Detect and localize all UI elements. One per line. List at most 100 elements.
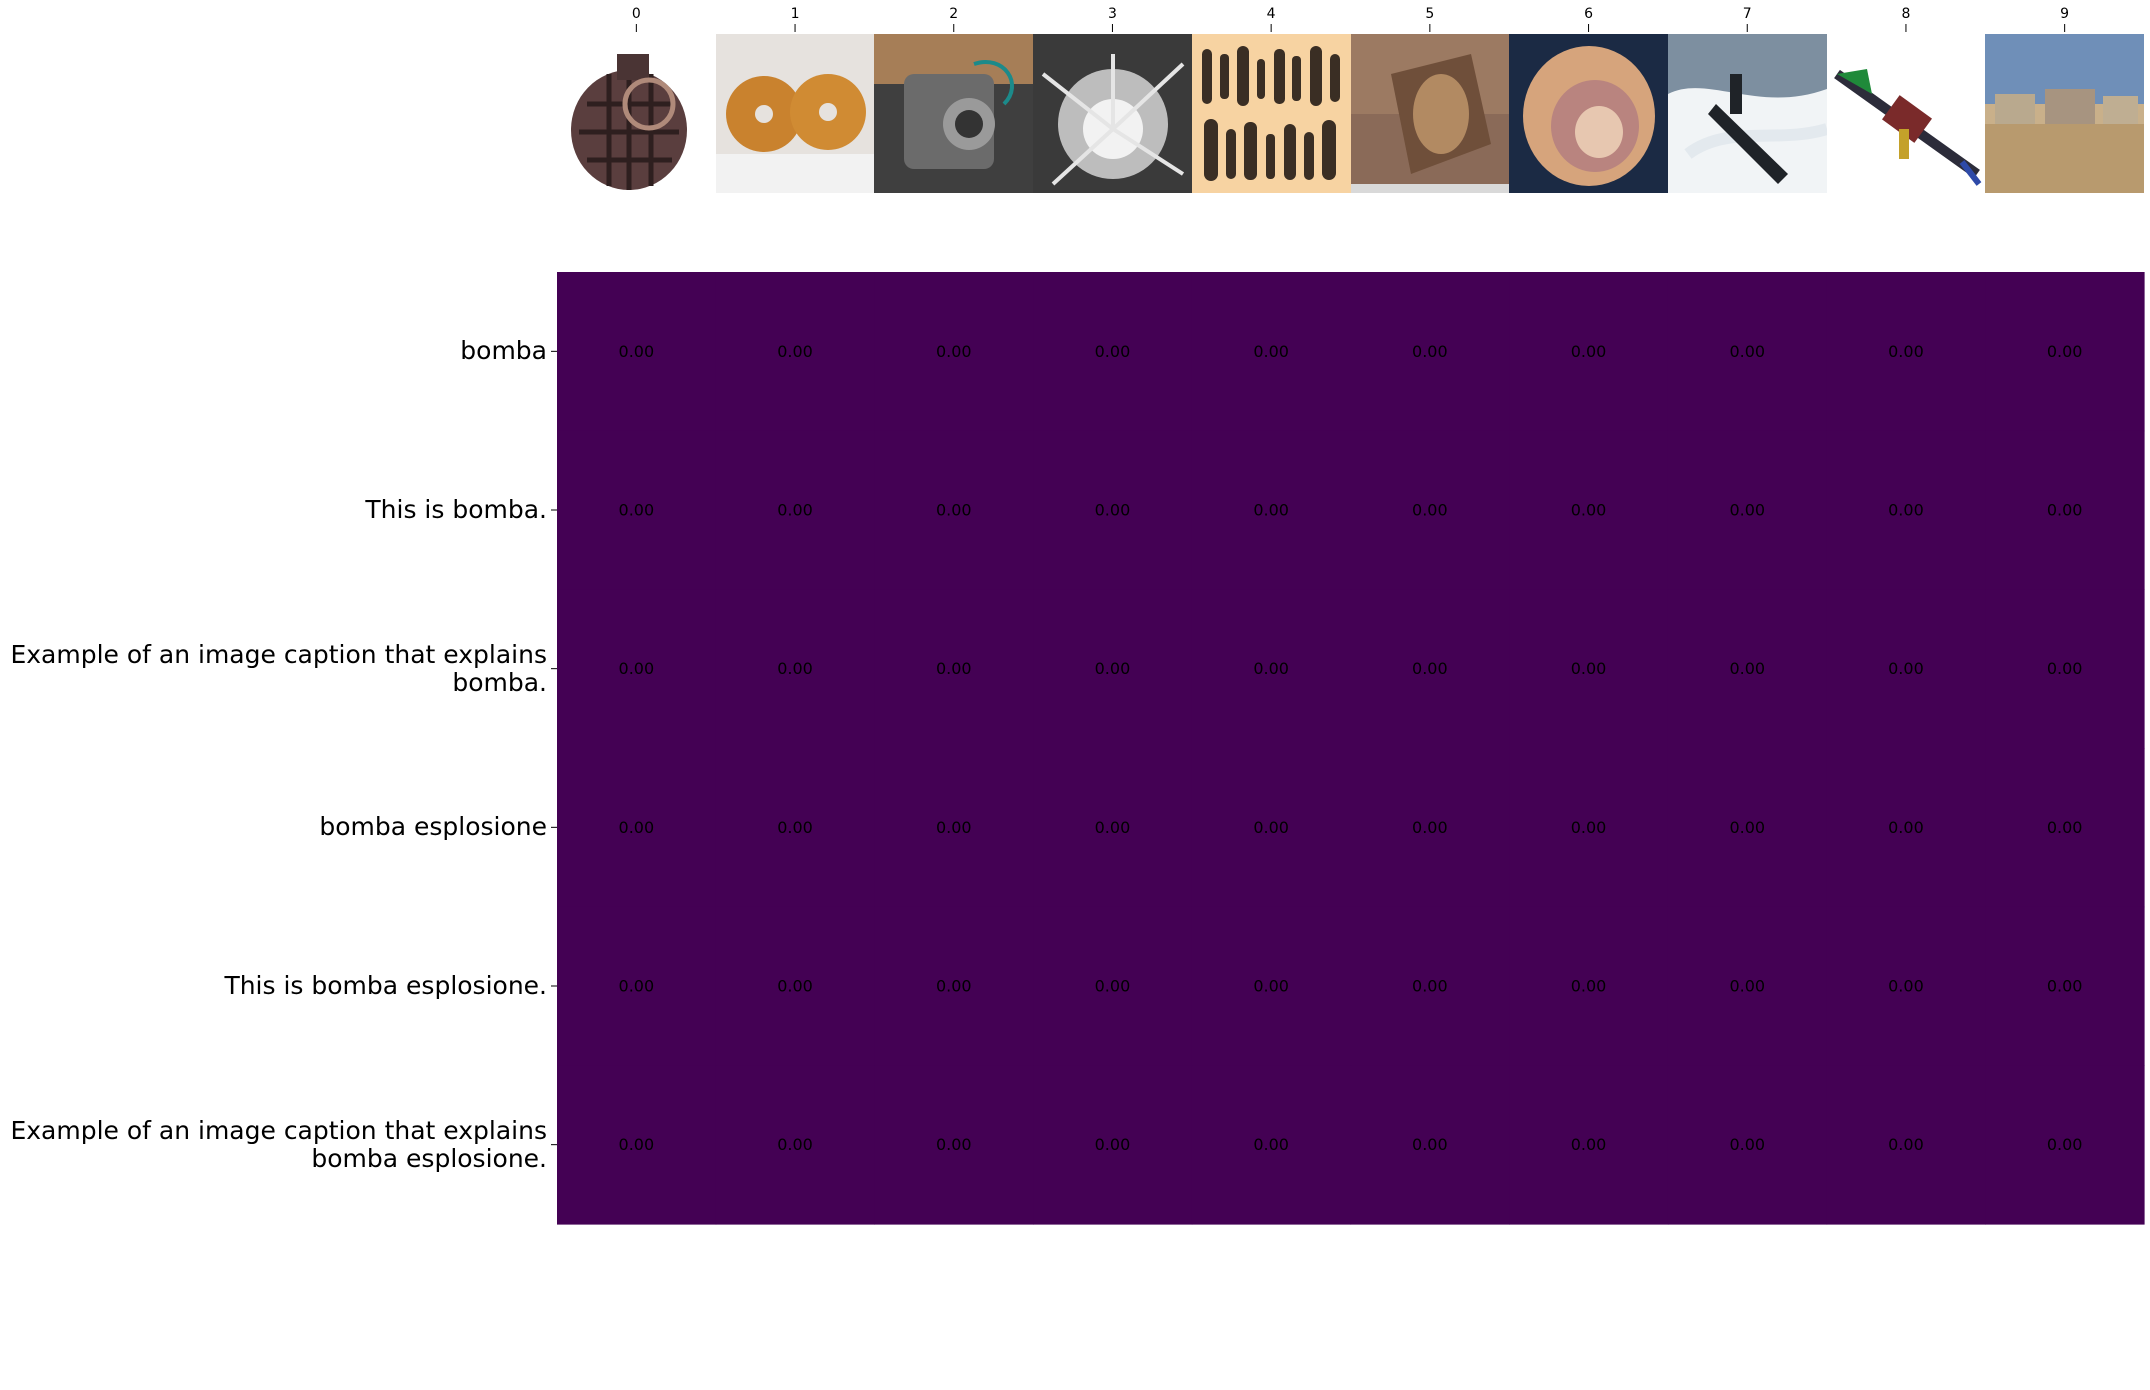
- image-thumbnail-rocket-launcher: [1826, 34, 1986, 193]
- heatmap-cell: [874, 748, 1034, 908]
- heatmap-cell: [1191, 272, 1352, 432]
- heatmap-cell: [715, 748, 875, 908]
- cell-value-label: 0.00: [936, 818, 972, 837]
- heatmap-cell: [874, 430, 1034, 590]
- heatmap-cell: [1033, 906, 1193, 1066]
- heatmap-cell: [1191, 748, 1352, 908]
- cell-value-label: 0.00: [777, 659, 813, 678]
- heatmap-cell: [1033, 748, 1193, 908]
- heatmap-cell: [715, 906, 875, 1066]
- row-label: bomba: [460, 336, 547, 366]
- heatmap-cell: [1985, 748, 2145, 908]
- cell-value-label: 0.00: [619, 659, 655, 678]
- cell-value-label: 0.00: [1571, 659, 1607, 678]
- cell-value-label: 0.00: [936, 659, 972, 678]
- image-thumbnail-explosion-burst: [1033, 34, 1193, 193]
- cell-value-label: 0.00: [1095, 501, 1131, 520]
- cell-value-label: 0.00: [936, 977, 972, 996]
- heatmap-cell: [1667, 272, 1828, 432]
- row-label: Example of an image caption that explain…: [10, 639, 547, 697]
- heatmap-cell: [1985, 589, 2145, 749]
- cell-value-label: 0.00: [619, 977, 655, 996]
- heatmap-cell: [1350, 1065, 1510, 1225]
- cell-value-label: 0.00: [936, 1135, 972, 1154]
- heatmap-cell: [1826, 748, 1986, 908]
- cell-value-label: 0.00: [777, 501, 813, 520]
- cell-value-label: 0.00: [1729, 818, 1765, 837]
- cell-value-label: 0.00: [777, 1135, 813, 1154]
- cell-value-label: 0.00: [2047, 818, 2083, 837]
- column-label: 7: [1742, 6, 1752, 22]
- cell-value-label: 0.00: [619, 342, 655, 361]
- cell-value-label: 0.00: [1412, 501, 1448, 520]
- heatmap-cell: [1509, 906, 1669, 1066]
- heatmap-cell: [1985, 430, 2145, 590]
- image-thumbnail-seashell: [1509, 34, 1669, 193]
- column-label: 3: [1107, 6, 1117, 22]
- heatmap-cell: [557, 589, 717, 749]
- cell-value-label: 0.00: [1888, 501, 1924, 520]
- column-label: 5: [1425, 6, 1435, 22]
- column-label: 8: [1901, 6, 1911, 22]
- cell-value-label: 0.00: [1253, 818, 1289, 837]
- cell-value-label: 0.00: [619, 501, 655, 520]
- cell-value-label: 0.00: [1412, 977, 1448, 996]
- heatmap-cell: [1667, 748, 1828, 908]
- heatmap-cell: [1826, 1065, 1986, 1225]
- heatmap-cell: [1985, 272, 2145, 432]
- column-label: 1: [790, 6, 800, 22]
- heatmap-cell: [1509, 748, 1669, 908]
- heatmap-cell: [557, 430, 717, 590]
- row-label: This is bomba.: [365, 495, 547, 524]
- cell-value-label: 0.00: [619, 1135, 655, 1154]
- heatmap-cell: [874, 1065, 1034, 1225]
- heatmap-cell: [1667, 906, 1828, 1066]
- cell-value-label: 0.00: [777, 977, 813, 996]
- heatmap-cell: [874, 589, 1034, 749]
- cell-value-label: 0.00: [619, 818, 655, 837]
- heatmap-cell: [557, 906, 717, 1066]
- cell-value-label: 0.00: [1253, 342, 1289, 361]
- cell-value-label: 0.00: [1571, 818, 1607, 837]
- image-thumbnail-ammunition-chart: [1191, 34, 1351, 193]
- heatmap-cell: [1667, 430, 1828, 590]
- heatmap-cell: [1509, 430, 1669, 590]
- cell-value-label: 0.00: [1095, 818, 1131, 837]
- cell-value-label: 0.00: [1888, 818, 1924, 837]
- column-label: 2: [949, 6, 959, 22]
- heatmap-cell: [1350, 589, 1510, 749]
- cell-value-label: 0.00: [1412, 1135, 1448, 1154]
- heatmap-cell: [1509, 589, 1669, 749]
- cell-value-label: 0.00: [1729, 659, 1765, 678]
- image-thumbnail-hand-grenade: [557, 34, 716, 193]
- heatmap-cell: [1033, 272, 1193, 432]
- cell-value-label: 0.00: [1888, 1135, 1924, 1154]
- cell-value-label: 0.00: [1412, 818, 1448, 837]
- cell-value-label: 0.00: [2047, 659, 2083, 678]
- heatmap-cell: [874, 906, 1034, 1066]
- heatmap-cell: [874, 272, 1034, 432]
- heatmap-cell: [715, 1065, 875, 1225]
- cell-value-label: 0.00: [1729, 977, 1765, 996]
- cell-value-label: 0.00: [1253, 659, 1289, 678]
- cell-value-label: 0.00: [1571, 1135, 1607, 1154]
- row-label: Example of an image caption that explain…: [10, 1115, 547, 1173]
- heatmap-cell: [1667, 1065, 1828, 1225]
- cell-value-label: 0.00: [1095, 342, 1131, 361]
- cell-value-label: 0.00: [1253, 977, 1289, 996]
- image-thumbnail-desert-village: [1985, 34, 2145, 193]
- heatmap-cell: [1509, 1065, 1669, 1225]
- cell-value-label: 0.00: [936, 342, 972, 361]
- heatmap-cell: [1985, 906, 2145, 1066]
- column-label: 9: [2060, 6, 2070, 22]
- column-label: 6: [1584, 6, 1593, 22]
- heatmap-cell: [1191, 906, 1352, 1066]
- cell-value-label: 0.00: [1571, 342, 1607, 361]
- cell-value-label: 0.00: [1888, 659, 1924, 678]
- cell-value-label: 0.00: [1571, 977, 1607, 996]
- heatmap-cell: [1191, 589, 1352, 749]
- heatmap-cell: [1509, 272, 1669, 432]
- heatmap-cell: [1033, 589, 1193, 749]
- heatmap-cell: [1191, 1065, 1352, 1225]
